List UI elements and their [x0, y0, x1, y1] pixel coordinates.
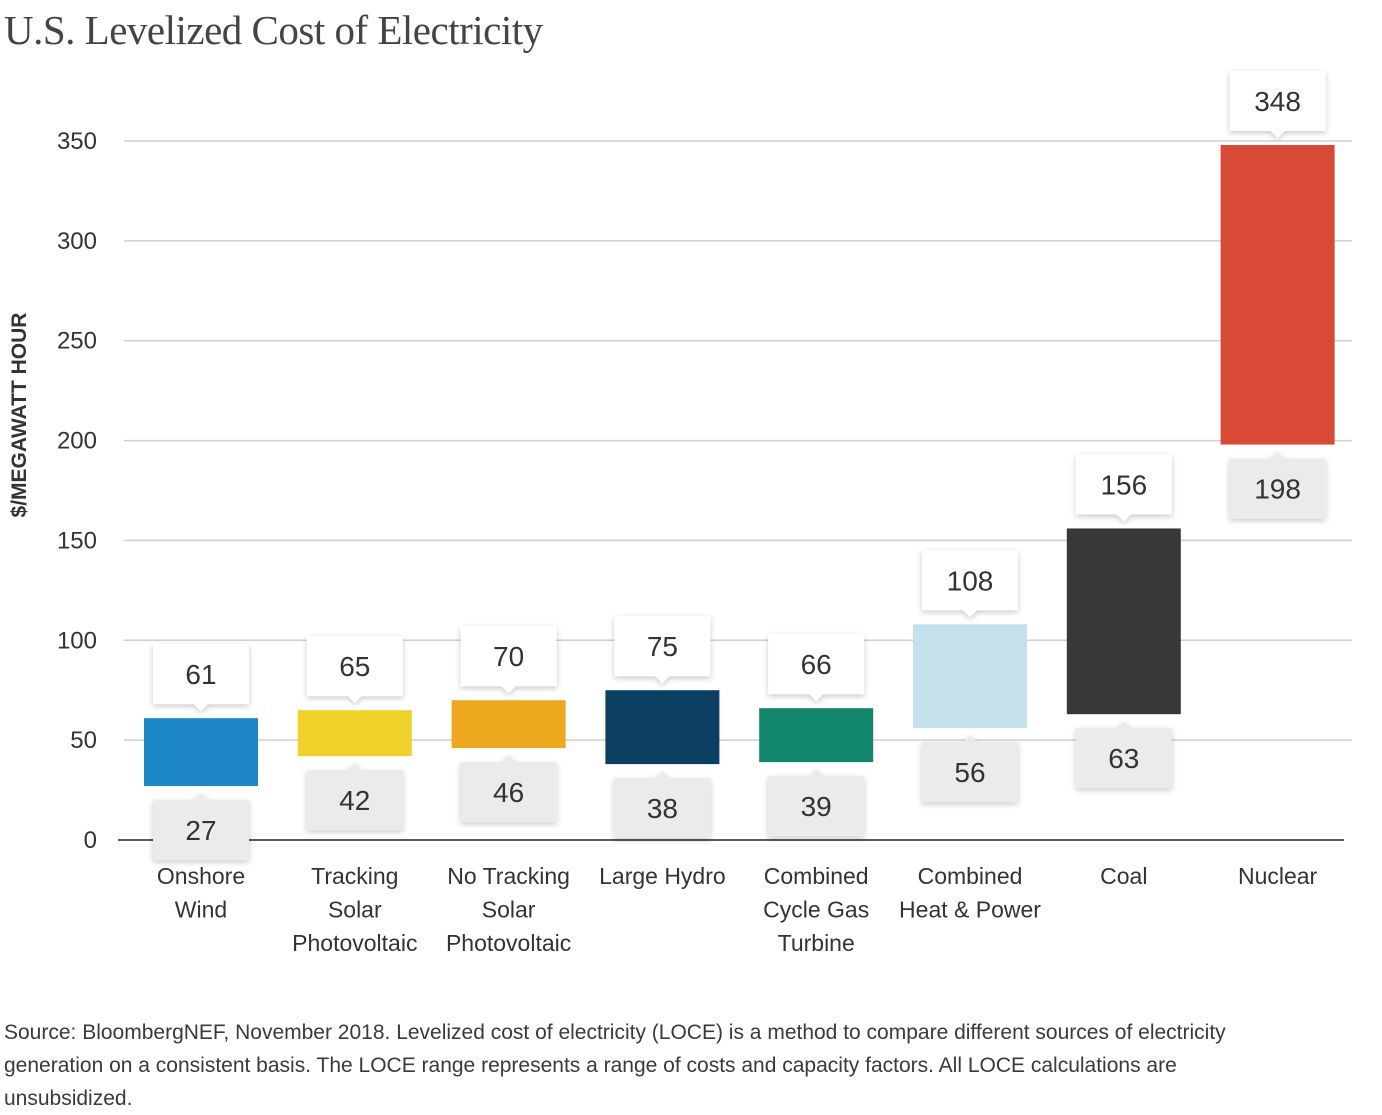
- high-value-label-box: [768, 634, 865, 702]
- y-tick-label: 0: [84, 827, 97, 854]
- high-value-label-box: [1075, 454, 1172, 522]
- category-label: Nuclear: [1238, 863, 1318, 889]
- low-value-label: 46: [493, 777, 524, 808]
- high-value-label-box: [614, 616, 711, 684]
- high-value-label-box: [922, 550, 1018, 618]
- low-value-label-box: [460, 755, 557, 823]
- high-value-label-box: [153, 644, 249, 712]
- y-tick-label: 100: [57, 627, 97, 654]
- category-label: No Tracking: [447, 863, 570, 889]
- y-tick-label: 250: [57, 328, 97, 355]
- source-note: Source: BloombergNEF, November 2018. Lev…: [4, 1021, 1226, 1110]
- high-value-label: 156: [1100, 469, 1147, 500]
- high-value-label: 108: [947, 565, 994, 596]
- y-tick-label: 150: [57, 527, 97, 554]
- high-value-label: 61: [185, 659, 216, 690]
- high-value-label: 66: [801, 649, 832, 680]
- low-value-label-box: [768, 769, 865, 837]
- category-label: Combined: [764, 863, 869, 889]
- high-value-label-box: [460, 626, 557, 694]
- bar: [1066, 528, 1181, 715]
- low-value-label-box: [614, 771, 711, 839]
- low-value-label: 27: [185, 815, 216, 846]
- category-label: Heat & Power: [899, 897, 1041, 923]
- category-label: Tracking: [311, 863, 398, 889]
- category-label: Wind: [175, 897, 227, 923]
- low-value-label: 39: [801, 791, 832, 822]
- bar: [913, 624, 1027, 729]
- chart-title: U.S. Levelized Cost of Electricity: [4, 7, 543, 53]
- low-value-label: 38: [647, 793, 678, 824]
- high-value-label: 65: [339, 651, 370, 682]
- y-tick-label: 50: [70, 727, 97, 754]
- y-axis-title: $/MEGAWATT HOUR: [8, 313, 31, 518]
- category-label: Turbine: [778, 930, 855, 956]
- low-value-label-box: [153, 793, 249, 861]
- bar: [605, 690, 720, 765]
- y-tick-label: 300: [57, 228, 97, 255]
- low-value-label-box: [1075, 721, 1172, 789]
- bars: [144, 144, 1335, 787]
- category-label: Large Hydro: [599, 863, 726, 889]
- high-value-label-box: [1229, 70, 1326, 138]
- category-label: Onshore: [157, 863, 245, 889]
- low-value-label-box: [1229, 451, 1326, 519]
- high-value-label: 348: [1254, 86, 1301, 117]
- chart-canvas: 0 50 100 150 200 250 300 350 $/MEGAWATT HOUR 61 2…: [8, 70, 1352, 956]
- category-labels: Onshore Wind Tracking Solar Photovoltaic No T…: [157, 863, 1318, 956]
- high-value-label: 70: [493, 641, 524, 672]
- y-tick-label: 200: [57, 428, 97, 455]
- high-value-label-box: [306, 636, 403, 704]
- bar: [759, 708, 874, 763]
- bar: [1220, 144, 1335, 445]
- category-label: Combined: [918, 863, 1023, 889]
- low-value-label: 56: [954, 757, 985, 788]
- high-value-label: 75: [647, 631, 678, 662]
- low-value-label-box: [922, 735, 1018, 803]
- low-value-label: 198: [1254, 474, 1301, 505]
- low-value-label: 63: [1108, 743, 1139, 774]
- category-label: Photovoltaic: [292, 930, 417, 956]
- category-label: Photovoltaic: [446, 930, 571, 956]
- low-value-label: 42: [339, 785, 370, 816]
- low-value-label-box: [306, 763, 403, 831]
- axes: 0 50 100 150 200 250 300 350 $/MEGAWATT HOUR: [8, 128, 1344, 854]
- category-label: Coal: [1100, 863, 1147, 889]
- bar: [297, 710, 412, 757]
- category-label: Solar: [482, 897, 536, 923]
- bar: [451, 700, 566, 749]
- bar: [144, 718, 258, 787]
- y-tick-label: 350: [57, 128, 97, 155]
- category-label: Solar: [328, 897, 382, 923]
- data-labels: 61 27 65 42 70 46 75 38 66 39 108 56 156 63 348 198: [153, 70, 1326, 861]
- category-label: Cycle Gas: [763, 897, 869, 923]
